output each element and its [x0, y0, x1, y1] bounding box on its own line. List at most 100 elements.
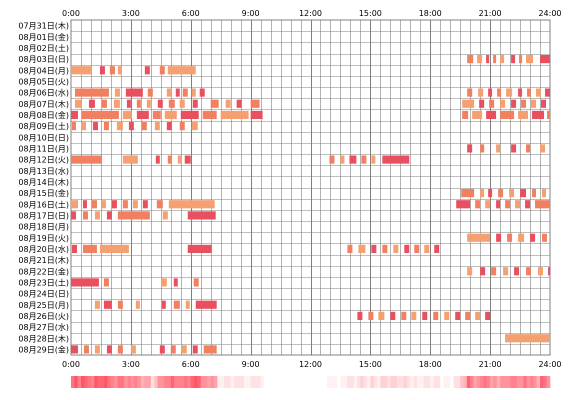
activity-bar [94, 345, 100, 354]
activity-bar [480, 144, 485, 153]
activity-bar [152, 110, 161, 119]
activity-bar [192, 345, 198, 354]
activity-bar [478, 88, 484, 97]
activity-bar [358, 244, 366, 253]
summary-cell [413, 376, 418, 388]
activity-bar [82, 211, 88, 220]
activity-bar [497, 88, 502, 97]
activity-bar [340, 155, 345, 164]
activity-bar [511, 55, 516, 64]
summary-cell [214, 376, 218, 388]
summary-cell [340, 376, 345, 388]
summary-cell [503, 376, 508, 388]
summary-cell [87, 376, 92, 388]
row-label: 08月03日(日) [18, 55, 69, 64]
activity-bar [159, 66, 165, 75]
summary-cell [250, 376, 255, 388]
x-tick-label-bottom: 24:00 [538, 360, 561, 369]
summary-cell [280, 376, 285, 388]
activity-bar [531, 99, 537, 108]
summary-cell [174, 376, 178, 388]
activity-bar [122, 110, 132, 119]
row-label: 08月17日(日) [18, 211, 69, 220]
activity-bar [545, 88, 550, 97]
summary-cell [540, 376, 544, 388]
activity-bar [467, 144, 473, 153]
row-label: 08月26日(火) [18, 312, 69, 321]
activity-bar [526, 55, 534, 64]
activity-bar [401, 311, 407, 320]
activity-bar [180, 110, 199, 119]
activity-bar [518, 110, 529, 119]
activity-bar [526, 267, 532, 276]
summary-cell [480, 376, 484, 388]
activity-bar [122, 200, 128, 209]
activity-bar [83, 345, 89, 354]
activity-bar [542, 189, 547, 198]
row-label: 08月25日(月) [18, 301, 69, 310]
summary-cell [513, 376, 518, 388]
x-tick-label-top: 0:00 [62, 9, 80, 18]
activity-bar [82, 200, 87, 209]
summary-cell [303, 376, 308, 388]
row-label: 08月08日(金) [18, 110, 69, 120]
summary-cell [267, 376, 271, 388]
summary-cell [253, 376, 258, 388]
activity-bar [414, 244, 420, 253]
grid-layer [70, 19, 551, 356]
row-label: 08月19日(火) [18, 234, 69, 243]
x-tick-label-bottom: 15:00 [359, 360, 382, 369]
summary-cell [367, 376, 371, 388]
activity-bar [164, 110, 177, 119]
activity-bar [455, 311, 461, 320]
x-tick-label-bottom: 18:00 [419, 360, 442, 369]
activity-bar [486, 110, 497, 119]
activity-bar [498, 189, 504, 198]
activity-bar [106, 345, 112, 354]
activity-bar [236, 99, 242, 108]
activity-bar [547, 110, 550, 119]
activity-bar [117, 345, 123, 354]
activity-bar [378, 311, 385, 320]
summary-cell [263, 376, 268, 388]
summary-cell [493, 376, 498, 388]
activity-bar [101, 99, 107, 108]
summary-cell [180, 376, 185, 388]
summary-cell [420, 376, 424, 388]
summary-cell [197, 376, 202, 388]
summary-cell [536, 376, 541, 388]
summary-cell [323, 376, 328, 388]
summary-cell [117, 376, 122, 388]
activity-bar [166, 88, 172, 97]
summary-cell [476, 376, 481, 388]
summary-cell [277, 376, 281, 388]
activity-bar [357, 311, 363, 320]
summary-cell [207, 376, 212, 388]
summary-cell [370, 376, 375, 388]
summary-cell [460, 376, 464, 388]
activity-bar [515, 200, 521, 209]
summary-cell [170, 376, 175, 388]
summary-cell [217, 376, 221, 388]
summary-cell [343, 376, 348, 388]
activity-bar [195, 300, 217, 309]
summary-cell [483, 376, 488, 388]
summary-cell [453, 376, 458, 388]
activity-bar [117, 66, 122, 75]
activity-bar [71, 278, 99, 287]
x-tick-label-bottom: 21:00 [479, 360, 502, 369]
summary-cell [466, 376, 471, 388]
summary-cell [140, 376, 145, 388]
summary-cell [546, 376, 551, 388]
activity-bar [467, 233, 491, 242]
summary-cell [194, 376, 198, 388]
summary-cell [473, 376, 478, 388]
activity-bar [168, 200, 215, 209]
summary-cell [400, 376, 404, 388]
activity-bar [491, 267, 497, 276]
activity-bar [187, 211, 216, 220]
activity-bar [542, 233, 548, 242]
activity-bar [167, 155, 172, 164]
summary-cell [293, 376, 298, 388]
summary-cell [230, 376, 235, 388]
